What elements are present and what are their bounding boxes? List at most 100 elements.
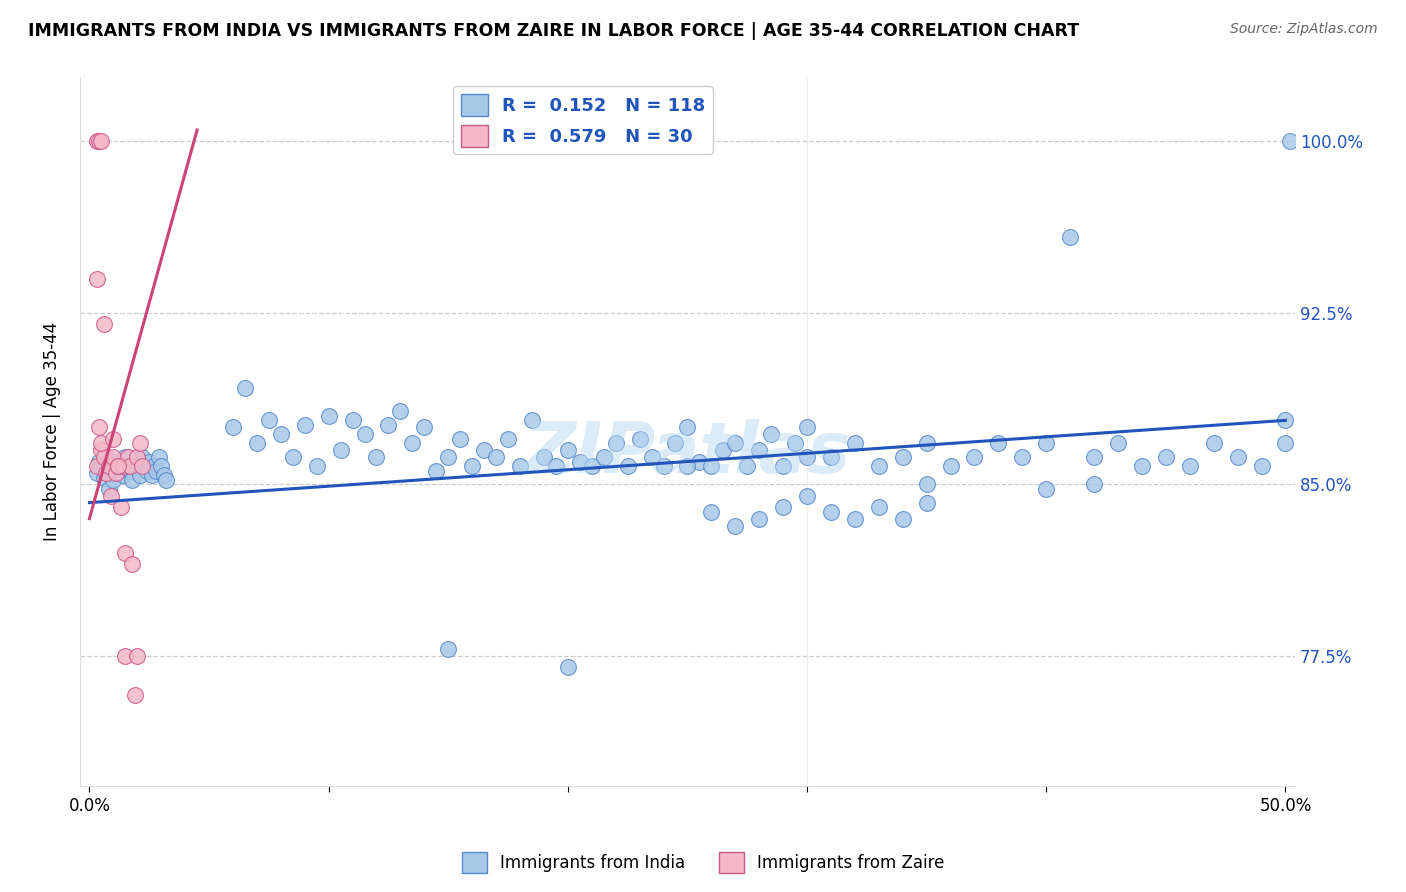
Point — [127, 450, 149, 464]
Point — [93, 450, 115, 464]
Point — [97, 482, 120, 496]
Point — [1035, 436, 1057, 450]
Point — [533, 450, 555, 464]
Point — [107, 459, 129, 474]
Point — [90, 436, 112, 450]
Point — [844, 436, 866, 450]
Point — [1274, 436, 1296, 450]
Point — [1226, 450, 1249, 464]
Point — [121, 558, 143, 572]
Point — [1202, 436, 1225, 450]
Point — [100, 489, 122, 503]
Point — [93, 318, 115, 332]
Point — [117, 459, 139, 474]
Point — [724, 518, 747, 533]
Point — [1083, 477, 1105, 491]
Point — [127, 459, 149, 474]
Point — [485, 450, 508, 464]
Legend: Immigrants from India, Immigrants from Zaire: Immigrants from India, Immigrants from Z… — [456, 846, 950, 880]
Point — [111, 468, 134, 483]
Point — [152, 468, 174, 483]
Point — [676, 420, 699, 434]
Point — [377, 417, 399, 432]
Point — [413, 420, 436, 434]
Point — [150, 459, 173, 474]
Point — [1059, 230, 1081, 244]
Point — [329, 443, 352, 458]
Point — [796, 489, 818, 503]
Point — [1274, 413, 1296, 427]
Point — [104, 454, 127, 468]
Point — [1178, 459, 1201, 474]
Text: ZIPatlas: ZIPatlas — [524, 418, 851, 488]
Point — [1035, 482, 1057, 496]
Point — [124, 454, 146, 468]
Point — [138, 454, 160, 468]
Point — [496, 432, 519, 446]
Point — [772, 500, 794, 515]
Point — [148, 450, 170, 464]
Point — [257, 413, 280, 427]
Point — [90, 443, 112, 458]
Point — [628, 432, 651, 446]
Point — [90, 459, 112, 474]
Point — [401, 436, 423, 450]
Point — [155, 473, 177, 487]
Point — [305, 459, 328, 474]
Point — [783, 436, 806, 450]
Point — [93, 470, 115, 484]
Point — [987, 436, 1010, 450]
Point — [449, 432, 471, 446]
Point — [222, 420, 245, 434]
Point — [724, 436, 747, 450]
Point — [103, 432, 125, 446]
Point — [103, 450, 125, 464]
Point — [110, 459, 132, 474]
Point — [270, 427, 292, 442]
Point — [104, 466, 127, 480]
Point — [711, 443, 734, 458]
Point — [891, 450, 914, 464]
Point — [103, 473, 125, 487]
Point — [96, 466, 118, 480]
Point — [131, 450, 153, 464]
Point — [143, 459, 166, 474]
Point — [664, 436, 686, 450]
Text: Source: ZipAtlas.com: Source: ZipAtlas.com — [1230, 22, 1378, 37]
Point — [437, 450, 460, 464]
Point — [472, 443, 495, 458]
Point — [87, 454, 110, 468]
Point — [640, 450, 662, 464]
Point — [748, 511, 770, 525]
Point — [124, 688, 146, 702]
Point — [145, 464, 167, 478]
Point — [294, 417, 316, 432]
Point — [87, 420, 110, 434]
Point — [891, 511, 914, 525]
Point — [127, 648, 149, 663]
Point — [915, 436, 938, 450]
Point — [1130, 459, 1153, 474]
Point — [592, 450, 614, 464]
Point — [128, 436, 150, 450]
Point — [581, 459, 603, 474]
Point — [1107, 436, 1129, 450]
Point — [1154, 450, 1177, 464]
Y-axis label: In Labor Force | Age 35-44: In Labor Force | Age 35-44 — [44, 322, 60, 541]
Point — [796, 420, 818, 434]
Point — [844, 511, 866, 525]
Point — [820, 505, 842, 519]
Point — [86, 135, 108, 149]
Point — [131, 459, 153, 474]
Point — [107, 466, 129, 480]
Point — [652, 459, 675, 474]
Point — [246, 436, 269, 450]
Point — [963, 450, 986, 464]
Point — [461, 459, 484, 474]
Point — [86, 466, 108, 480]
Point — [87, 135, 110, 149]
Point — [939, 459, 962, 474]
Point — [342, 413, 364, 427]
Point — [772, 459, 794, 474]
Point — [748, 443, 770, 458]
